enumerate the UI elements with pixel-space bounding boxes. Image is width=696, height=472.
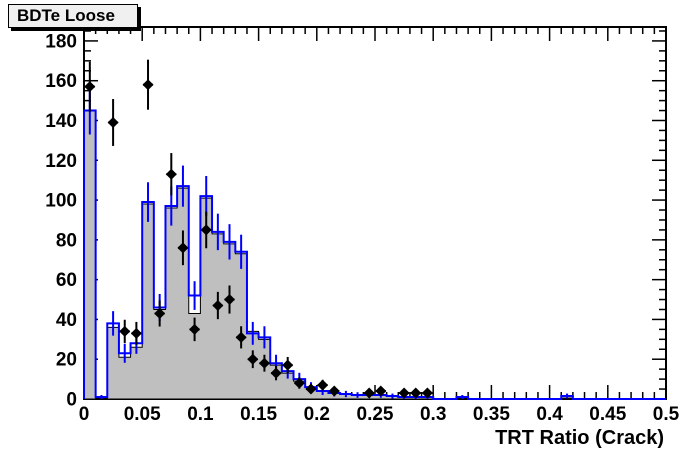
x-axis-title: TRT Ratio (Crack) bbox=[495, 427, 664, 449]
y-tick-label: 40 bbox=[56, 310, 77, 331]
x-tick-label: 0.3 bbox=[420, 404, 446, 425]
data-point-marker bbox=[189, 323, 201, 335]
x-tick-label: 0.25 bbox=[357, 404, 394, 425]
data-point-marker bbox=[154, 307, 166, 319]
data-point-marker bbox=[142, 79, 154, 91]
data-point-marker bbox=[305, 383, 317, 395]
data-point-marker bbox=[84, 81, 96, 93]
plot-title: BDTe Loose bbox=[17, 6, 115, 25]
axis-tick-labels: 0 0.05 0.1 0.15 0.2 0.25 0.3 0.35 0.4 0.45 0.5 0 20 4… bbox=[45, 31, 679, 425]
x-tick-label: 0.35 bbox=[473, 404, 510, 425]
x-tick-label: 0.1 bbox=[187, 404, 214, 425]
data-point-marker bbox=[165, 168, 177, 180]
x-tick-label: 0.5 bbox=[653, 404, 680, 425]
data-point-marker bbox=[177, 242, 189, 254]
y-tick-label: 140 bbox=[45, 111, 77, 132]
y-tick-label: 160 bbox=[45, 71, 77, 92]
data-point-marker bbox=[328, 385, 340, 397]
y-tick-label: 20 bbox=[56, 350, 77, 371]
data-point-marker bbox=[119, 325, 131, 337]
y-tick-label: 60 bbox=[56, 270, 77, 291]
y-tick-label: 120 bbox=[45, 151, 77, 172]
x-tick-label: 0.2 bbox=[304, 404, 330, 425]
data-point-marker bbox=[270, 367, 282, 379]
data-point-marker bbox=[212, 300, 224, 312]
data-point-marker bbox=[293, 377, 305, 389]
data-point-marker bbox=[421, 387, 433, 399]
x-tick-label: 0 bbox=[79, 404, 90, 425]
data-points bbox=[84, 59, 433, 399]
data-point-marker bbox=[235, 331, 247, 343]
plot-title-box: BDTe Loose bbox=[8, 4, 138, 28]
y-tick-label: 0 bbox=[66, 390, 77, 411]
data-point-marker bbox=[375, 385, 387, 397]
x-tick-label: 0.4 bbox=[536, 404, 563, 425]
y-tick-label: 100 bbox=[45, 191, 77, 212]
x-tick-label: 0.05 bbox=[124, 404, 161, 425]
data-point-marker bbox=[247, 353, 259, 365]
y-tick-label: 80 bbox=[56, 230, 77, 251]
data-point-marker bbox=[224, 294, 235, 306]
data-point-marker bbox=[130, 327, 142, 339]
y-tick-label: 180 bbox=[45, 31, 77, 52]
data-point-marker bbox=[398, 387, 410, 399]
data-point-marker bbox=[363, 387, 375, 399]
x-tick-label: 0.15 bbox=[240, 404, 277, 425]
data-point-marker bbox=[282, 359, 294, 371]
data-point-marker bbox=[258, 357, 270, 369]
data-point-marker bbox=[317, 379, 329, 391]
data-point-marker bbox=[410, 387, 422, 399]
x-tick-label: 0.45 bbox=[589, 404, 626, 425]
data-point-marker bbox=[107, 116, 119, 128]
data-point-marker bbox=[200, 224, 212, 236]
